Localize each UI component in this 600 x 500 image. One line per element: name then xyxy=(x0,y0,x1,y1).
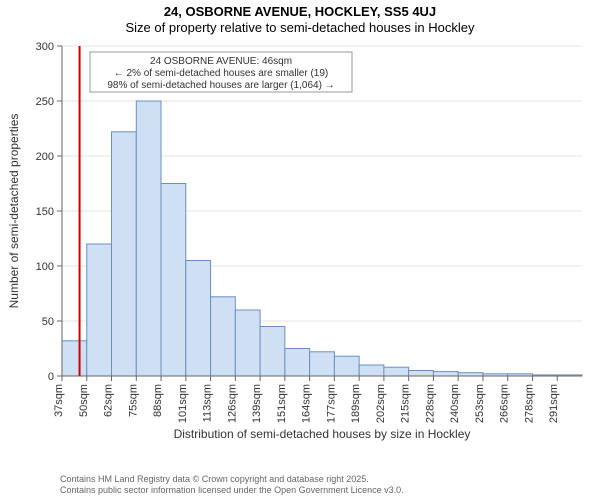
histogram-bar xyxy=(334,356,359,376)
footer-line1: Contains HM Land Registry data © Crown c… xyxy=(60,474,404,485)
histogram-bar xyxy=(235,310,260,376)
annotation-line: 98% of semi-detached houses are larger (… xyxy=(107,80,334,91)
x-tick-label: 88sqm xyxy=(152,384,164,417)
attribution-footer: Contains HM Land Registry data © Crown c… xyxy=(60,474,404,496)
x-tick-label: 189sqm xyxy=(350,384,362,423)
y-tick-label: 300 xyxy=(36,41,54,53)
x-axis-label: Distribution of semi-detached houses by … xyxy=(174,427,471,441)
chart-title-block: 24, OSBORNE AVENUE, HOCKLEY, SS5 4UJ Siz… xyxy=(0,0,600,37)
chart-title-line2: Size of property relative to semi-detach… xyxy=(0,20,600,36)
x-tick-label: 202sqm xyxy=(375,384,387,423)
y-tick-label: 200 xyxy=(36,151,54,163)
x-tick-label: 266sqm xyxy=(499,384,511,423)
annotation-line: ← 2% of semi-detached houses are smaller… xyxy=(114,68,329,79)
y-tick-label: 100 xyxy=(36,261,54,273)
x-tick-label: 151sqm xyxy=(276,384,288,423)
histogram-chart: 0 50 100 150 200 250 300 37sqm 50sqm 62sqm 75sqm 88… xyxy=(0,40,600,460)
histogram-bar xyxy=(186,261,211,377)
annotation-line: 24 OSBORNE AVENUE: 46sqm xyxy=(150,56,292,67)
footer-line2: Contains public sector information licen… xyxy=(60,485,404,496)
x-tick-label: 113sqm xyxy=(202,384,214,422)
histogram-bar xyxy=(285,349,310,377)
histogram-bar xyxy=(260,327,285,377)
histogram-bar xyxy=(136,101,161,376)
x-tick-label: 37sqm xyxy=(53,384,65,417)
histogram-bar xyxy=(161,184,186,377)
x-tick-label: 139sqm xyxy=(251,384,263,423)
y-tick-label: 0 xyxy=(48,371,54,383)
histogram-bar xyxy=(384,367,409,376)
x-tick-label: 126sqm xyxy=(226,384,238,423)
x-tick-label: 253sqm xyxy=(474,384,486,423)
histogram-bar xyxy=(409,371,434,377)
x-tick-label: 50sqm xyxy=(78,384,90,417)
x-tick-label: 240sqm xyxy=(449,384,461,423)
y-tick-label: 50 xyxy=(42,316,54,328)
chart-container: 0 50 100 150 200 250 300 37sqm 50sqm 62sqm 75sqm 88… xyxy=(0,40,600,460)
histogram-bar xyxy=(112,132,137,376)
x-tick-label: 228sqm xyxy=(424,384,436,423)
histogram-bar xyxy=(211,297,236,376)
x-tick-label: 164sqm xyxy=(301,384,313,423)
x-tick-label: 278sqm xyxy=(523,384,535,423)
x-tick-label: 291sqm xyxy=(548,384,560,423)
y-tick-label: 250 xyxy=(36,96,54,108)
histogram-bar xyxy=(310,352,335,376)
x-tick-label: 75sqm xyxy=(127,384,139,417)
x-tick-label: 62sqm xyxy=(103,384,115,417)
y-axis-label: Number of semi-detached properties xyxy=(7,114,21,309)
histogram-bar xyxy=(62,341,87,376)
y-tick-label: 150 xyxy=(36,206,54,218)
x-tick-label: 215sqm xyxy=(400,384,412,423)
x-tick-label: 101sqm xyxy=(177,384,189,423)
histogram-bar xyxy=(359,365,384,376)
x-tick-label: 177sqm xyxy=(325,384,337,423)
histogram-bar xyxy=(87,244,112,376)
chart-title-line1: 24, OSBORNE AVENUE, HOCKLEY, SS5 4UJ xyxy=(0,4,600,20)
histogram-bar xyxy=(433,372,458,376)
